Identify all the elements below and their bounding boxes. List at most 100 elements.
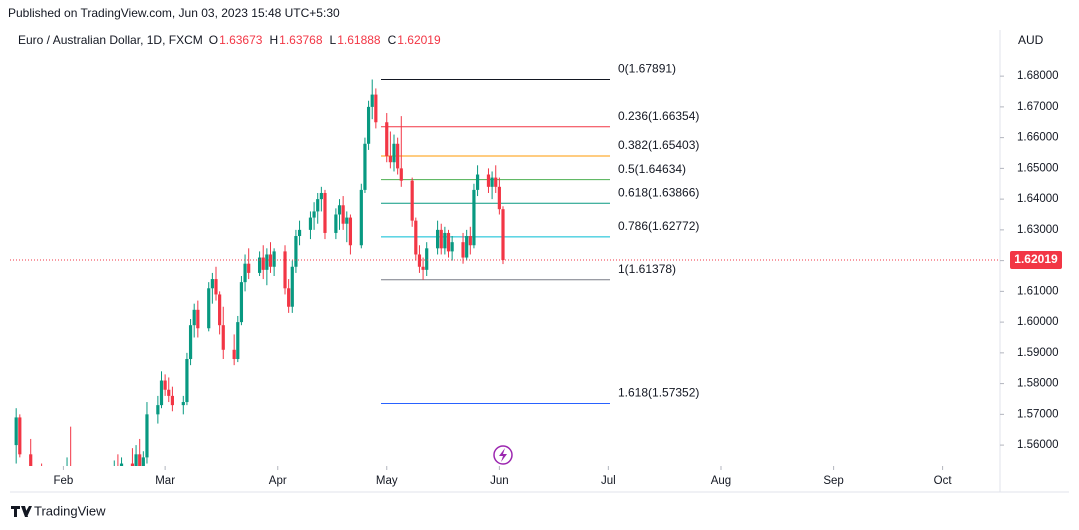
- candle-body: [490, 177, 494, 187]
- candle-body: [337, 205, 342, 215]
- plot: [10, 78, 1000, 522]
- candle-body: [290, 266, 294, 307]
- last-price-box: [1010, 251, 1062, 270]
- candle-body: [55, 491, 58, 500]
- candle-body: [218, 294, 222, 326]
- currency: AUD: [1018, 33, 1044, 47]
- candle-body: [392, 143, 396, 163]
- candle-body: [439, 229, 443, 249]
- fib-label: 1(1.61378): [618, 262, 676, 276]
- candle-body: [116, 470, 119, 482]
- candle-body: [461, 242, 465, 258]
- brand: TradingView: [34, 503, 106, 518]
- y-tick-label: 1.64000: [1017, 193, 1059, 205]
- brand-logo: [11, 506, 32, 517]
- candle-body: [359, 189, 363, 246]
- candle-body: [345, 217, 349, 224]
- ohlc-value: 1.62019: [397, 33, 441, 47]
- candle-body: [436, 229, 440, 249]
- candle-body: [44, 494, 47, 500]
- candle-body: [141, 457, 145, 466]
- ohlc-letter: O: [209, 33, 218, 47]
- candle-body: [297, 229, 302, 237]
- candle-body: [261, 257, 265, 270]
- candle-body: [312, 211, 316, 218]
- candle-body: [366, 106, 371, 144]
- candle-body: [283, 251, 287, 289]
- last-price-label: 1.62019: [1014, 252, 1058, 266]
- candle-body: [334, 214, 338, 233]
- fib-label: 0.5(1.64634): [618, 162, 686, 176]
- candle-body: [472, 189, 476, 246]
- candle-body: [348, 217, 353, 246]
- x-tick-label: Apr: [269, 475, 287, 487]
- candle-body: [388, 156, 392, 163]
- y-tick-label: 1.67000: [1017, 101, 1059, 113]
- candle-body: [450, 242, 454, 252]
- y-tick-label: 1.58000: [1017, 378, 1059, 390]
- candle-body: [316, 199, 320, 212]
- candle-body: [239, 282, 244, 323]
- candle-body: [265, 254, 269, 270]
- candle-body: [130, 463, 135, 466]
- fib-label: 0.382(1.65403): [618, 138, 699, 152]
- overlay: 0(1.67891) 0.236(1.66354) 0.382(1.65403) 0.…: [618, 62, 699, 400]
- y-tick-label: 1.63000: [1017, 224, 1059, 236]
- y-tick-label: 1.59000: [1017, 347, 1059, 359]
- y-tick-label: 1.56000: [1017, 439, 1059, 451]
- candle-body: [363, 143, 367, 190]
- candle-body: [221, 325, 225, 350]
- candle-body: [399, 168, 403, 181]
- candle-body: [196, 309, 200, 329]
- candle-body: [425, 248, 429, 270]
- y-tick-label: 1.60000: [1017, 316, 1059, 328]
- y-tick-label: 1.57000: [1017, 408, 1059, 420]
- candle-body: [385, 122, 389, 157]
- candle-body: [370, 94, 374, 107]
- candle-body: [414, 220, 418, 255]
- candle-body: [170, 395, 174, 406]
- x-tick-label: Feb: [53, 475, 73, 487]
- candle-body: [294, 236, 298, 267]
- candle-body: [410, 180, 414, 221]
- x-tick-label: May: [376, 475, 398, 487]
- fib-label: 0.236(1.66354): [618, 109, 699, 123]
- candle-body: [501, 209, 505, 261]
- event-icon: [493, 445, 513, 465]
- candle-body: [29, 454, 33, 466]
- candle-body: [232, 349, 236, 360]
- candle-body: [105, 507, 108, 522]
- y-tick-label: 1.68000: [1017, 70, 1059, 82]
- candle-body: [268, 254, 273, 267]
- candle-body: [210, 279, 214, 289]
- candle-body: [374, 94, 378, 123]
- candle-body: [185, 359, 189, 403]
- candle-body: [134, 454, 138, 466]
- y-tick-label: 1.66000: [1017, 132, 1059, 144]
- ohlc-value: 1.63673: [219, 33, 263, 47]
- candle-body: [163, 380, 167, 390]
- candle-body: [80, 488, 83, 497]
- candle-body: [257, 257, 262, 273]
- candle-body: [475, 174, 480, 190]
- x-tick-label: Sep: [823, 475, 843, 487]
- candle-body: [109, 491, 112, 506]
- candle-body: [486, 174, 491, 187]
- ohlc-letter: H: [269, 33, 278, 47]
- candle-body: [119, 463, 124, 466]
- candle-body: [192, 309, 196, 326]
- x-tick-label: Aug: [711, 475, 731, 487]
- candle-body: [236, 322, 240, 360]
- candle-body: [18, 417, 22, 455]
- y-tick-label: 1.61000: [1017, 285, 1059, 297]
- fib-label: 0(1.67891): [618, 62, 676, 76]
- ohlc-value: 1.61888: [337, 33, 381, 47]
- candle-body: [319, 192, 323, 200]
- candle-body: [138, 454, 142, 466]
- candle-body: [14, 417, 18, 446]
- published-note: Published on TradingView.com, Jun 03, 20…: [8, 6, 340, 20]
- x-tick-label: Jul: [601, 475, 616, 487]
- candle-body: [36, 482, 39, 488]
- fib-label: 0.618(1.63866): [618, 185, 699, 199]
- ohlc-value: 1.63768: [279, 33, 323, 47]
